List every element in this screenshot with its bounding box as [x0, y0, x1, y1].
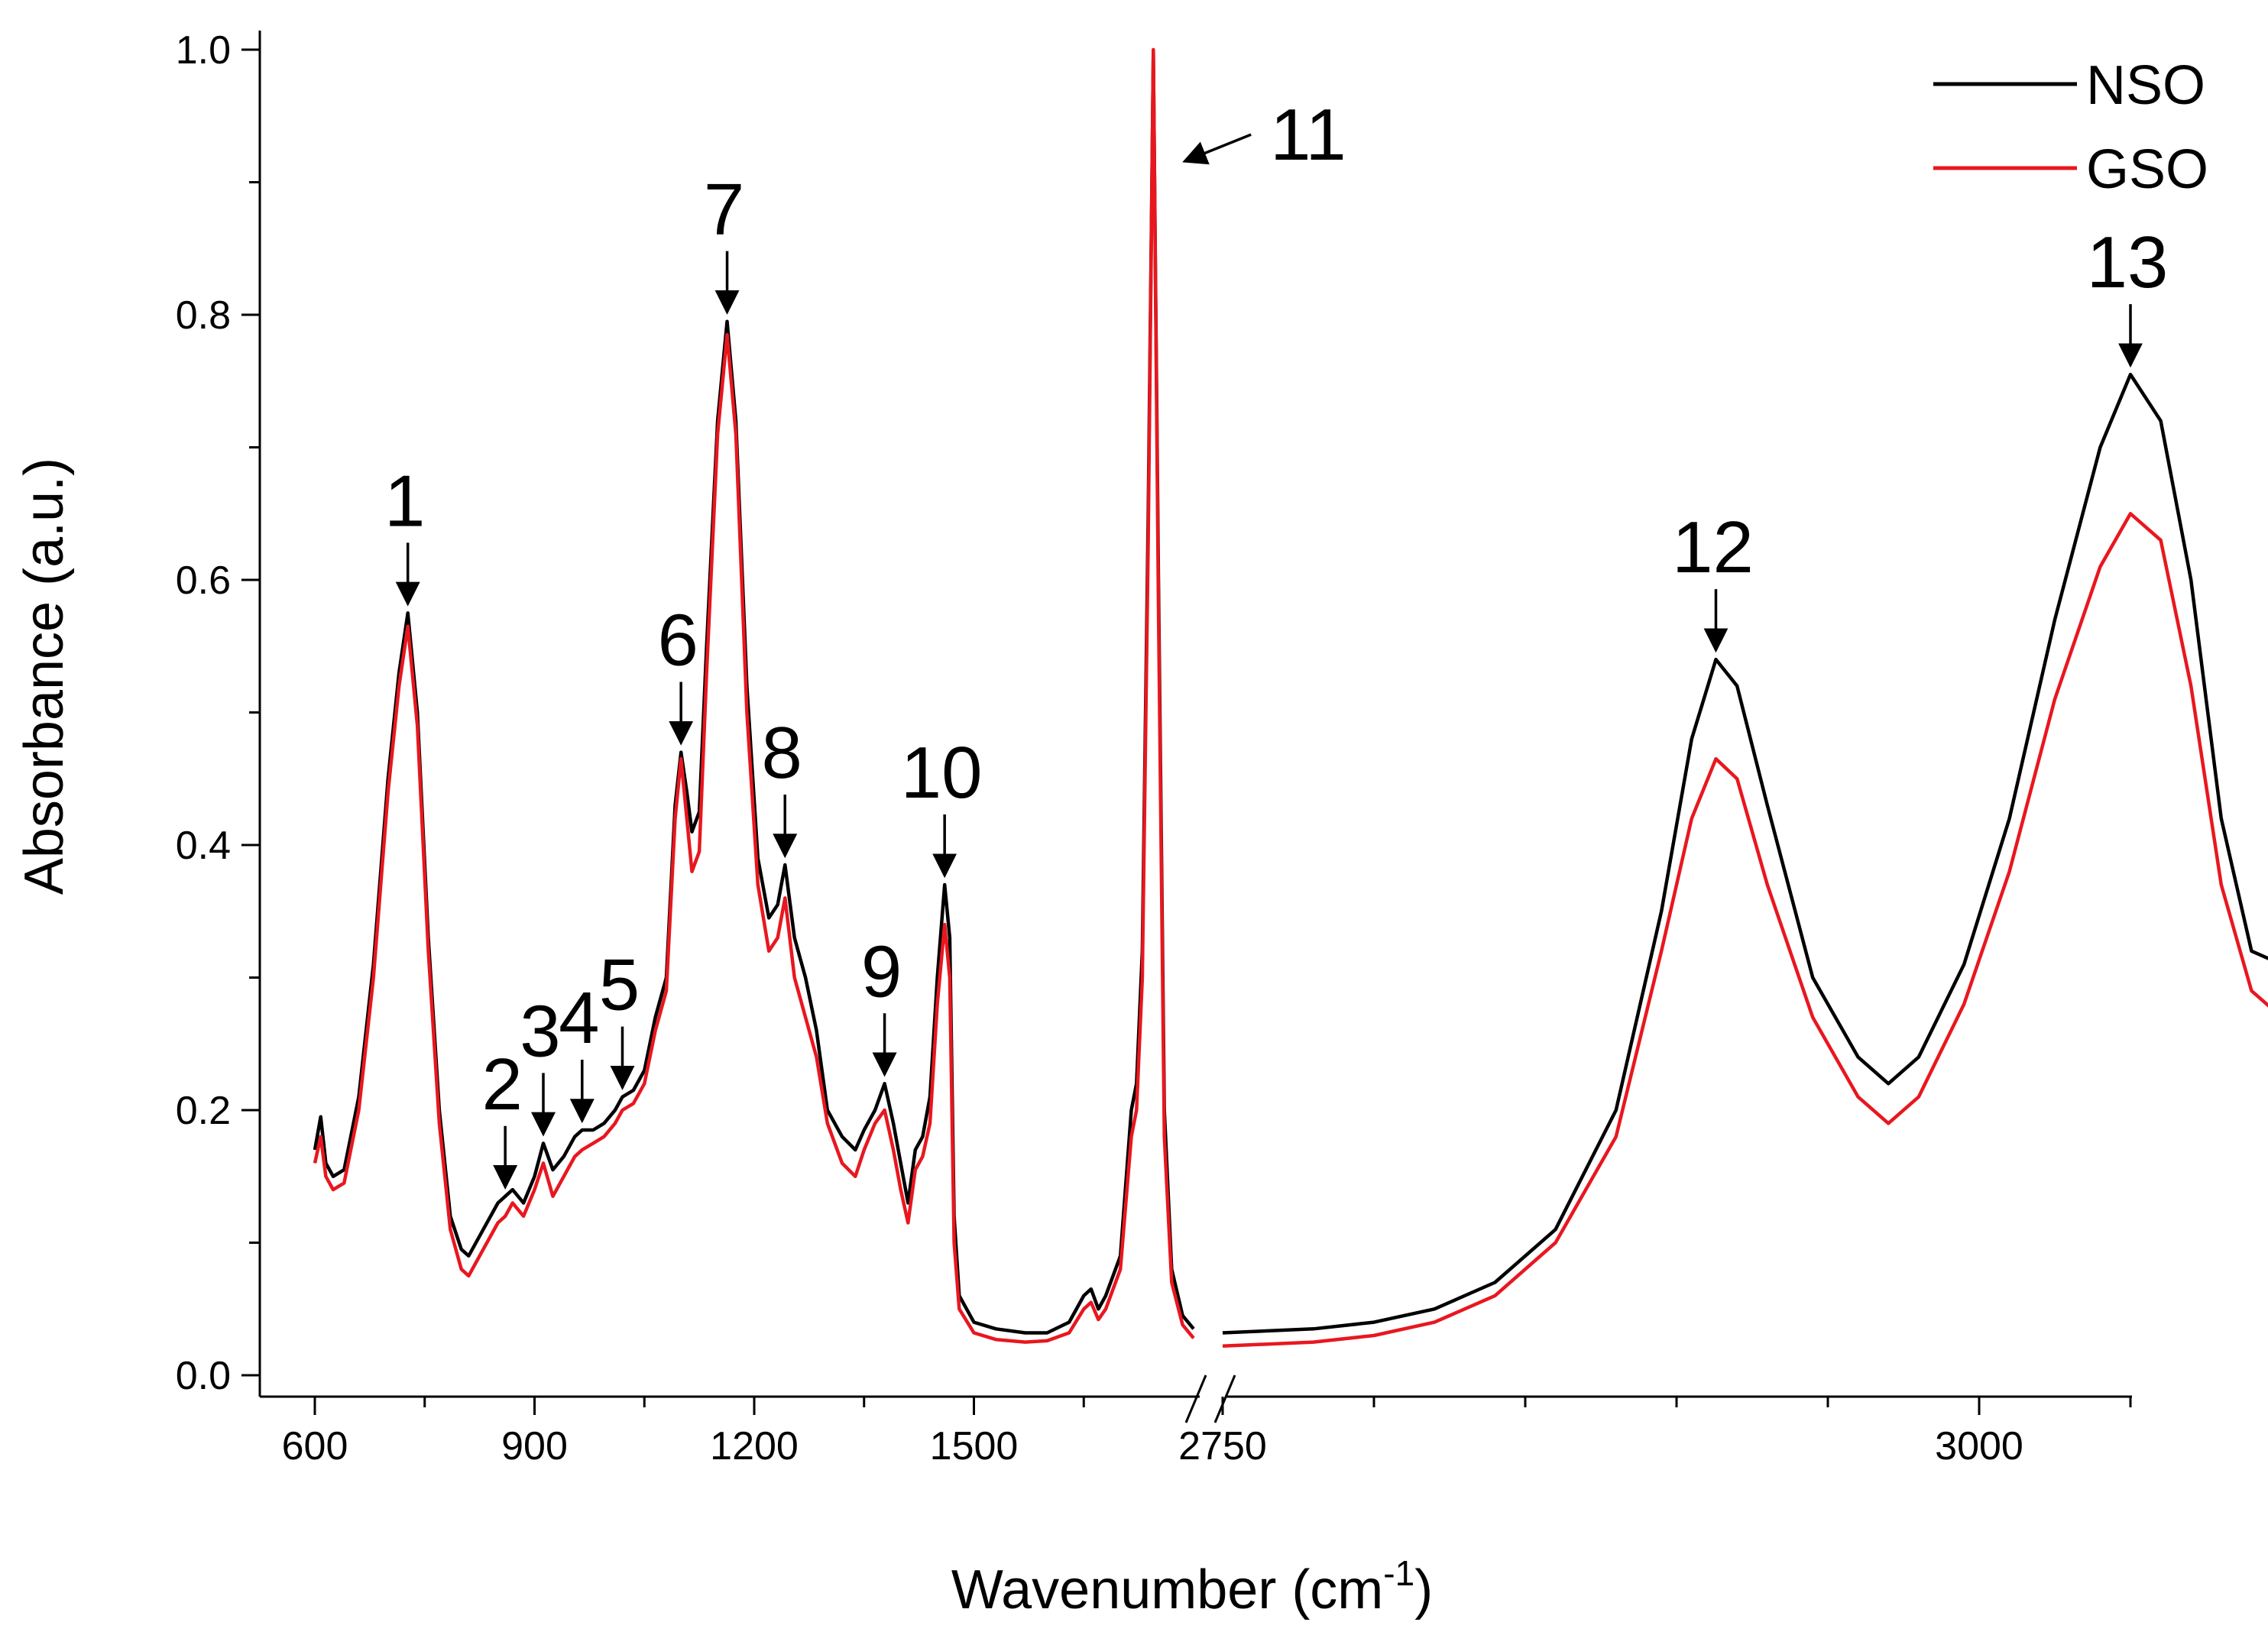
annotation-arrow	[1182, 133, 1252, 165]
x-tick-label: 600	[282, 1424, 348, 1468]
series-layer	[313, 47, 2268, 1349]
annotation-label: 11	[1270, 94, 1346, 176]
annotation-label: 12	[1672, 507, 1754, 588]
x-tick-label: 3000	[1935, 1424, 2023, 1468]
x-axis-title-superscript: -1	[1383, 1553, 1414, 1593]
y-tick-label: 1.0	[176, 28, 231, 73]
legend-label: GSO	[2086, 139, 2208, 200]
peak-annotation-3: 3	[520, 990, 561, 1137]
peak-annotation-12: 12	[1672, 507, 1754, 653]
peak-annotation-13: 13	[2087, 222, 2169, 368]
x-tick-label: 2750	[1178, 1424, 1267, 1468]
x-tick-label: 1200	[710, 1424, 799, 1468]
peak-annotation-6: 6	[657, 600, 698, 746]
annotation-label: 13	[2087, 222, 2169, 303]
x-axis-title-main: Wavenumber (cm	[951, 1559, 1383, 1620]
peak-annotation-2: 2	[481, 1044, 523, 1190]
x-tick-label: 900	[501, 1424, 568, 1468]
series-line-nso-left	[313, 50, 1195, 1335]
series-gso	[313, 47, 2268, 1349]
legend-item-nso: NSO	[1933, 55, 2205, 116]
series-line-gso-left	[313, 47, 1195, 1344]
series-line-nso-right	[1222, 372, 2268, 1335]
y-tick-label: 0.6	[176, 559, 231, 603]
axis-break-mark-left	[1184, 1374, 1207, 1423]
y-axis-title: Absorbance (a.u.)	[14, 458, 75, 895]
axis-break-mark-right	[1213, 1374, 1236, 1423]
x-axis-title: Wavenumber (cm-1)	[951, 1553, 1433, 1620]
annotation-label: 4	[559, 977, 599, 1059]
annotation-label: 8	[762, 712, 802, 794]
peak-annotations: 1234567891011121314	[384, 94, 2169, 1190]
legend-item-gso: GSO	[1933, 139, 2208, 200]
peak-annotation-7: 7	[704, 169, 744, 315]
y-tick-label: 0.2	[176, 1089, 231, 1133]
annotation-label: 7	[704, 169, 744, 251]
y-tick-label: 0.4	[176, 824, 231, 868]
peak-annotation-1: 1	[384, 460, 425, 607]
y-tick-label: 0.8	[176, 293, 231, 338]
annotation-label: 10	[901, 732, 983, 814]
annotation-label: 6	[657, 600, 698, 682]
peak-annotation-10: 10	[901, 732, 983, 879]
peak-annotation-9: 9	[861, 931, 902, 1077]
legend: NSO GSO	[1933, 55, 2208, 200]
annotation-label: 9	[861, 931, 902, 1012]
legend-label: NSO	[2086, 55, 2205, 116]
annotation-label: 5	[599, 944, 640, 1026]
annotation-label: 3	[520, 990, 560, 1072]
peak-annotation-11: 11	[1182, 94, 1346, 176]
peak-annotation-5: 5	[599, 944, 640, 1090]
annotation-label: 1	[384, 460, 425, 542]
y-tick-label: 0.0	[176, 1354, 231, 1398]
series-line-gso-right	[1222, 512, 2268, 1349]
peak-annotation-8: 8	[762, 712, 802, 859]
annotation-label: 2	[481, 1044, 522, 1125]
peak-annotation-4: 4	[559, 977, 599, 1124]
series-nso	[313, 50, 2268, 1335]
axes: 0.0 0.2 0.4 0.6 0.8 1.0 600 900 1200 1500 2750 3000	[176, 28, 2132, 1468]
x-tick-label: 1500	[930, 1424, 1019, 1468]
x-axis-title-close: )	[1414, 1559, 1433, 1620]
